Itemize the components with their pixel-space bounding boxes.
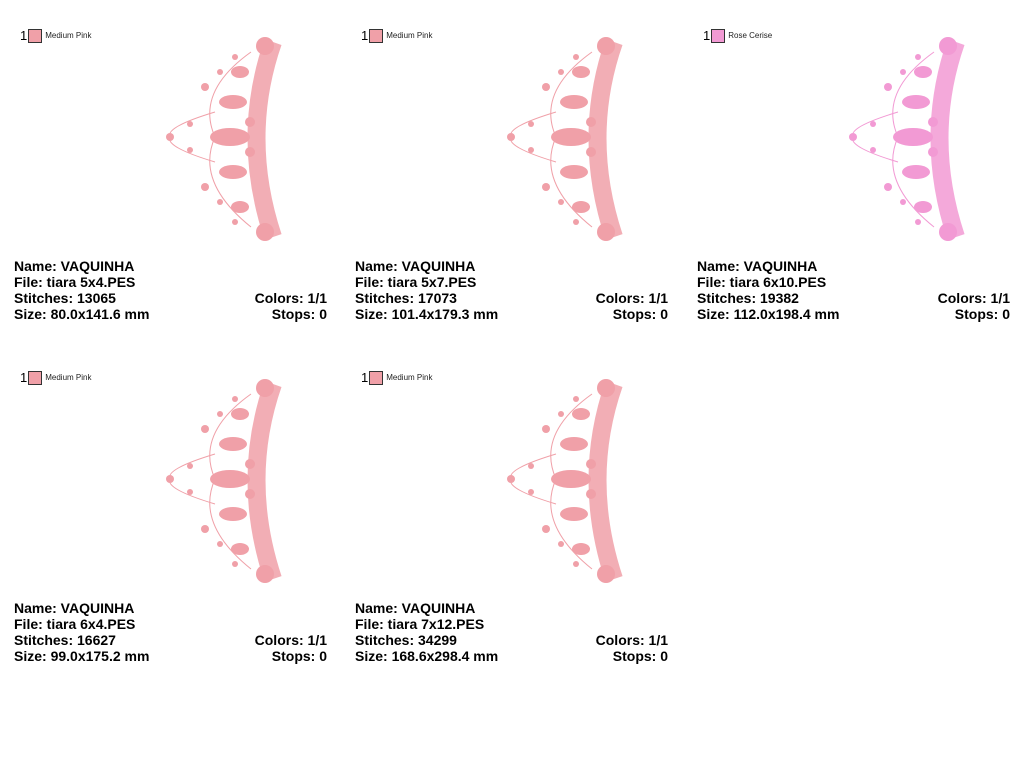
color-index: 1: [703, 28, 711, 43]
design-stitches: Stitches: 17073: [355, 290, 457, 306]
design-size: Size: 101.4x179.3 mm: [355, 306, 499, 322]
color-legend: 1 Rose Cerise: [703, 28, 772, 43]
design-colors: Colors: 1/1: [937, 290, 1010, 306]
design-card: 1 Rose Cerise Name: VAQUINHA File: tiara…: [693, 20, 1023, 350]
design-colors: Colors: 1/1: [595, 632, 668, 648]
color-legend: 1 Medium Pink: [361, 28, 432, 43]
design-name: Name: VAQUINHA: [697, 258, 818, 274]
color-name: Rose Cerise: [728, 31, 773, 40]
design-stitches: Stitches: 19382: [697, 290, 799, 306]
design-info: Name: VAQUINHA File: tiara 5x7.PES Stitc…: [355, 258, 668, 322]
design-card: 1 Medium Pink Name: VAQUINHA File: tiara…: [10, 362, 340, 692]
color-name: Medium Pink: [45, 373, 92, 382]
color-index: 1: [20, 28, 28, 43]
design-stitches: Stitches: 16627: [14, 632, 116, 648]
color-index: 1: [20, 370, 28, 385]
design-size: Size: 80.0x141.6 mm: [14, 306, 150, 322]
design-card: 1 Medium Pink Name: VAQUINHA File: tiara…: [351, 20, 681, 350]
design-info: Name: VAQUINHA File: tiara 6x4.PES Stitc…: [14, 600, 327, 664]
color-name: Medium Pink: [386, 31, 433, 40]
tiara-design-preview: [838, 32, 988, 247]
color-legend: 1 Medium Pink: [20, 370, 91, 385]
design-size: Size: 99.0x175.2 mm: [14, 648, 150, 664]
design-name: Name: VAQUINHA: [355, 600, 476, 616]
design-file: File: tiara 5x4.PES: [14, 274, 136, 290]
design-colors: Colors: 1/1: [595, 290, 668, 306]
design-size: Size: 168.6x298.4 mm: [355, 648, 499, 664]
tiara-design-preview: [496, 32, 646, 247]
design-colors: Colors: 1/1: [254, 290, 327, 306]
design-stops: Stops: 0: [271, 648, 327, 664]
design-name: Name: VAQUINHA: [14, 600, 135, 616]
color-swatch: [28, 370, 43, 385]
design-file: File: tiara 5x7.PES: [355, 274, 477, 290]
design-stops: Stops: 0: [612, 648, 668, 664]
design-card: 1 Medium Pink Name: VAQUINHA File: tiara…: [351, 362, 681, 692]
design-info: Name: VAQUINHA File: tiara 6x10.PES Stit…: [697, 258, 1010, 322]
design-stops: Stops: 0: [954, 306, 1010, 322]
color-legend: 1 Medium Pink: [361, 370, 432, 385]
design-name: Name: VAQUINHA: [355, 258, 476, 274]
design-colors: Colors: 1/1: [254, 632, 327, 648]
color-name: Medium Pink: [45, 31, 92, 40]
design-size: Size: 112.0x198.4 mm: [697, 306, 840, 322]
design-name: Name: VAQUINHA: [14, 258, 135, 274]
tiara-design-preview: [496, 374, 646, 589]
design-info: Name: VAQUINHA File: tiara 7x12.PES Stit…: [355, 600, 668, 664]
design-stitches: Stitches: 34299: [355, 632, 457, 648]
color-swatch: [369, 28, 384, 43]
design-file: File: tiara 6x4.PES: [14, 616, 136, 632]
tiara-design-preview: [155, 32, 305, 247]
color-name: Medium Pink: [386, 373, 433, 382]
design-stops: Stops: 0: [271, 306, 327, 322]
color-swatch: [369, 370, 384, 385]
design-file: File: tiara 6x10.PES: [697, 274, 827, 290]
design-stops: Stops: 0: [612, 306, 668, 322]
design-file: File: tiara 7x12.PES: [355, 616, 485, 632]
color-swatch: [711, 28, 726, 43]
color-index: 1: [361, 370, 369, 385]
design-stitches: Stitches: 13065: [14, 290, 116, 306]
tiara-design-preview: [155, 374, 305, 589]
design-card: 1 Medium Pink Name: VAQUINHA File: tiara…: [10, 20, 340, 350]
color-index: 1: [361, 28, 369, 43]
color-swatch: [28, 28, 43, 43]
design-info: Name: VAQUINHA File: tiara 5x4.PES Stitc…: [14, 258, 327, 322]
color-legend: 1 Medium Pink: [20, 28, 91, 43]
